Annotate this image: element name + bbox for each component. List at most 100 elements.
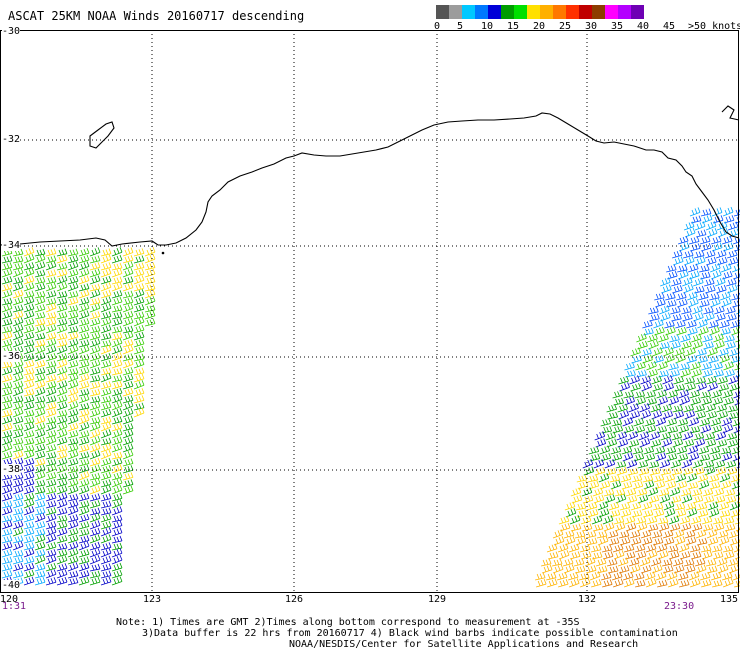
wind-barb-icon bbox=[631, 355, 642, 364]
wind-barb-icon bbox=[639, 437, 651, 448]
wind-barb-icon bbox=[588, 446, 600, 455]
wind-barb-icon bbox=[668, 515, 680, 525]
coastline-line bbox=[0, 112, 740, 247]
wind-barb-icon bbox=[705, 558, 717, 567]
wind-barb-icon bbox=[56, 339, 68, 348]
wind-barb-icon bbox=[67, 373, 79, 383]
wind-barb-icon bbox=[67, 380, 79, 390]
wind-barb-icon bbox=[651, 530, 663, 539]
colorbar-segment bbox=[618, 5, 631, 19]
wind-barb-icon bbox=[593, 459, 605, 469]
wind-barb-icon bbox=[606, 438, 618, 448]
wind-barb-icon bbox=[23, 331, 35, 341]
wind-barb-icon bbox=[23, 464, 35, 474]
wind-barb-icon bbox=[111, 493, 123, 502]
wind-barb-icon bbox=[673, 376, 684, 385]
wind-barb-icon bbox=[56, 254, 68, 264]
wind-barb-icon bbox=[78, 521, 90, 530]
wind-barb-icon bbox=[45, 311, 57, 320]
wind-barb-icon bbox=[559, 522, 571, 532]
wind-barb-icon bbox=[45, 444, 57, 453]
wind-barb-icon bbox=[665, 292, 676, 301]
wind-barb-icon bbox=[122, 325, 134, 334]
wind-barb-icon bbox=[23, 303, 35, 313]
wind-barb-icon bbox=[89, 289, 101, 299]
wind-barb-icon bbox=[651, 564, 663, 574]
wind-barb-icon bbox=[722, 242, 734, 252]
wind-barb-icon bbox=[576, 474, 588, 483]
wind-barb-icon bbox=[618, 530, 630, 539]
wind-barb-icon bbox=[45, 408, 57, 418]
wind-barb-icon bbox=[625, 522, 637, 532]
wind-barb-icon bbox=[688, 236, 700, 245]
wind-barb-icon bbox=[624, 515, 636, 525]
wind-barb-icon bbox=[100, 520, 112, 530]
wind-barb-icon bbox=[67, 290, 79, 299]
wind-barb-icon bbox=[614, 522, 626, 532]
wind-barb-icon bbox=[723, 550, 735, 560]
wind-barb-icon bbox=[669, 369, 680, 378]
wind-barb-icon bbox=[722, 423, 734, 434]
wind-barb-icon bbox=[89, 367, 101, 376]
wind-barb-icon bbox=[730, 355, 740, 364]
wind-barb-icon bbox=[133, 395, 145, 404]
wind-barb-icon bbox=[591, 579, 602, 588]
wind-barb-icon bbox=[1, 541, 13, 551]
wind-barb-icon bbox=[649, 313, 660, 322]
wind-barb-icon bbox=[1, 289, 13, 299]
wind-barb-icon bbox=[56, 282, 68, 292]
wind-barb-icon bbox=[658, 369, 669, 378]
wind-barb-icon bbox=[733, 209, 740, 217]
wind-barb-icon bbox=[23, 437, 35, 446]
wind-barb-icon bbox=[45, 549, 57, 558]
wind-barb-icon bbox=[23, 478, 35, 488]
wind-barb-icon bbox=[712, 551, 724, 560]
wind-barb-icon bbox=[679, 362, 690, 371]
wind-barb-icon bbox=[1, 360, 13, 369]
wind-barb-icon bbox=[725, 460, 737, 469]
wind-barb-icon bbox=[705, 249, 716, 259]
wind-barb-icon bbox=[678, 270, 689, 280]
wind-barb-icon bbox=[701, 550, 713, 560]
wind-barb-icon bbox=[664, 320, 675, 329]
wind-barb-icon bbox=[23, 450, 35, 460]
wind-barb-icon bbox=[732, 263, 740, 273]
wind-barb-icon bbox=[133, 402, 145, 411]
wind-barb-icon bbox=[592, 523, 604, 532]
wind-barb-icon bbox=[12, 282, 24, 292]
wind-barb-icon bbox=[56, 472, 68, 481]
wind-barb-icon bbox=[111, 262, 123, 271]
wind-barb-icon bbox=[721, 235, 733, 245]
wind-barb-icon bbox=[12, 556, 24, 565]
wind-barb-icon bbox=[666, 453, 678, 462]
wind-barb-icon bbox=[133, 380, 145, 390]
wind-barb-icon bbox=[648, 460, 660, 469]
wind-barb-icon bbox=[67, 394, 79, 404]
wind-barb-icon bbox=[690, 243, 701, 252]
wind-barb-icon bbox=[67, 352, 79, 362]
wind-barb-icon bbox=[658, 333, 669, 343]
wind-barb-icon bbox=[690, 397, 701, 406]
wind-barb-icon bbox=[681, 306, 692, 315]
wind-barb-icon bbox=[67, 367, 79, 376]
colorbar-segment bbox=[540, 5, 553, 19]
wind-barb-icon bbox=[659, 459, 671, 469]
wind-barb-icon bbox=[601, 572, 612, 581]
colorbar-label-45: 45 bbox=[663, 21, 676, 32]
wind-barb-icon bbox=[683, 438, 695, 448]
wind-barb-icon bbox=[89, 303, 101, 313]
wind-barb-icon bbox=[710, 417, 722, 427]
wind-barb-icon bbox=[78, 540, 90, 551]
wind-barb-icon bbox=[672, 438, 684, 448]
wind-barb-icon bbox=[722, 206, 734, 217]
wind-barb-icon bbox=[619, 382, 630, 392]
wind-barb-icon bbox=[133, 289, 145, 299]
wind-barb-icon bbox=[606, 404, 617, 413]
wind-barb-icon bbox=[56, 262, 68, 271]
wind-barb-icon bbox=[56, 358, 68, 369]
note-line-3: NOAA/NESDIS/Center for Satellite Applica… bbox=[289, 639, 639, 650]
wind-barb-icon bbox=[78, 297, 90, 306]
wind-barb-icon bbox=[718, 501, 730, 511]
wind-barb-icon bbox=[728, 375, 739, 385]
wind-barb-icon bbox=[89, 555, 101, 565]
